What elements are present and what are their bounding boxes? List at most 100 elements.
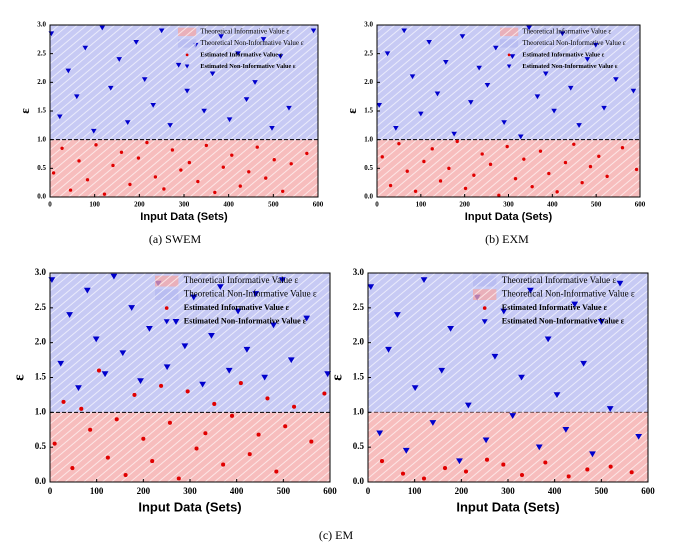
- legend-label: Estimated Non-Informative Value ε: [502, 316, 625, 325]
- caption: (c) EM: [319, 528, 354, 542]
- legend-label: Theoretical Informative Value ε: [200, 28, 289, 36]
- data-point: [51, 171, 56, 175]
- x-tick-label: 100: [408, 486, 422, 496]
- data-point: [281, 189, 285, 193]
- data-point: [400, 471, 406, 476]
- data-point: [74, 94, 80, 100]
- legend-marker: [506, 64, 512, 69]
- data-point: [629, 470, 634, 475]
- data-point: [181, 343, 189, 350]
- data-point: [99, 25, 106, 31]
- data-point: [542, 71, 549, 77]
- x-tick-label: 0: [375, 201, 379, 209]
- data-point: [61, 399, 66, 404]
- data-point: [283, 424, 288, 429]
- data-point: [567, 85, 574, 91]
- data-point: [394, 312, 401, 318]
- data-point: [209, 71, 216, 77]
- data-point: [92, 336, 100, 343]
- data-point: [456, 458, 463, 465]
- legend-label: Estimated Non-Informative Value ε: [200, 63, 296, 70]
- legend-swatch: [155, 275, 179, 287]
- data-point: [505, 144, 509, 149]
- data-point: [162, 187, 166, 191]
- y-axis-label: ε: [17, 108, 32, 114]
- data-point: [260, 37, 267, 42]
- legend-label: Theoretical Informative Value ε: [522, 28, 611, 36]
- data-point: [476, 65, 482, 71]
- data-point: [114, 417, 119, 422]
- data-point: [221, 462, 226, 467]
- x-tick-label: 400: [223, 201, 234, 209]
- y-tick-label: 0.0: [353, 476, 365, 486]
- data-point: [172, 319, 180, 325]
- data-point: [243, 346, 251, 353]
- data-point: [124, 120, 131, 125]
- data-point: [52, 441, 57, 446]
- x-tick-label: 300: [183, 486, 197, 496]
- data-point: [484, 82, 491, 88]
- y-tick-label: 2.0: [353, 337, 365, 347]
- x-tick-label: 400: [548, 486, 562, 496]
- data-point: [57, 114, 63, 120]
- data-point: [123, 472, 128, 478]
- y-tick-label: 0.0: [37, 193, 46, 201]
- data-point: [324, 371, 332, 378]
- y-tick-label: 2.0: [37, 78, 46, 86]
- y-tick-label: 1.0: [37, 135, 46, 143]
- data-point: [167, 420, 172, 425]
- data-point: [580, 360, 587, 367]
- data-point: [413, 189, 418, 193]
- y-axis-label: ε: [344, 108, 359, 114]
- data-point: [146, 326, 153, 332]
- x-tick-label: 0: [48, 486, 53, 496]
- data-point: [203, 431, 208, 436]
- data-point: [247, 170, 251, 174]
- data-point: [430, 147, 434, 151]
- data-point: [230, 153, 234, 157]
- data-point: [85, 178, 90, 182]
- data-point: [119, 150, 124, 154]
- data-point: [65, 68, 72, 74]
- data-point: [526, 25, 532, 31]
- data-point: [601, 105, 607, 111]
- data-point: [179, 168, 183, 172]
- data-point: [589, 451, 596, 458]
- legend-swatch: [155, 289, 179, 300]
- y-tick-label: 0.5: [364, 164, 373, 172]
- data-point: [226, 117, 233, 123]
- data-point: [212, 401, 217, 407]
- data-point: [421, 476, 427, 481]
- data-point: [385, 346, 392, 353]
- x-tick-label: 300: [503, 201, 514, 209]
- data-point: [538, 149, 543, 153]
- data-point: [136, 156, 141, 160]
- data-point: [305, 151, 309, 156]
- data-point: [551, 108, 557, 114]
- data-point: [518, 374, 525, 381]
- data-point: [388, 183, 393, 188]
- data-point: [451, 131, 457, 137]
- region: [377, 139, 640, 197]
- data-point: [287, 357, 295, 364]
- data-point: [277, 54, 284, 60]
- data-point: [66, 312, 73, 318]
- data-point: [434, 91, 441, 97]
- legend-marker: [482, 306, 487, 310]
- data-point: [620, 146, 625, 150]
- data-point: [270, 322, 277, 329]
- x-axis-label: Input Data (Sets): [140, 211, 228, 223]
- data-point: [190, 294, 198, 301]
- data-point: [141, 436, 146, 441]
- data-point: [286, 105, 292, 111]
- legend-label: Estimated Informative Value ε: [502, 303, 608, 312]
- data-point: [243, 97, 250, 103]
- data-point: [472, 173, 476, 177]
- data-point: [606, 406, 614, 412]
- data-point: [459, 34, 466, 39]
- data-point: [184, 88, 190, 94]
- data-point: [384, 51, 391, 57]
- data-point: [309, 439, 314, 444]
- x-tick-label: 600: [641, 486, 655, 496]
- legend-label: Estimated Informative Value ε: [184, 303, 290, 312]
